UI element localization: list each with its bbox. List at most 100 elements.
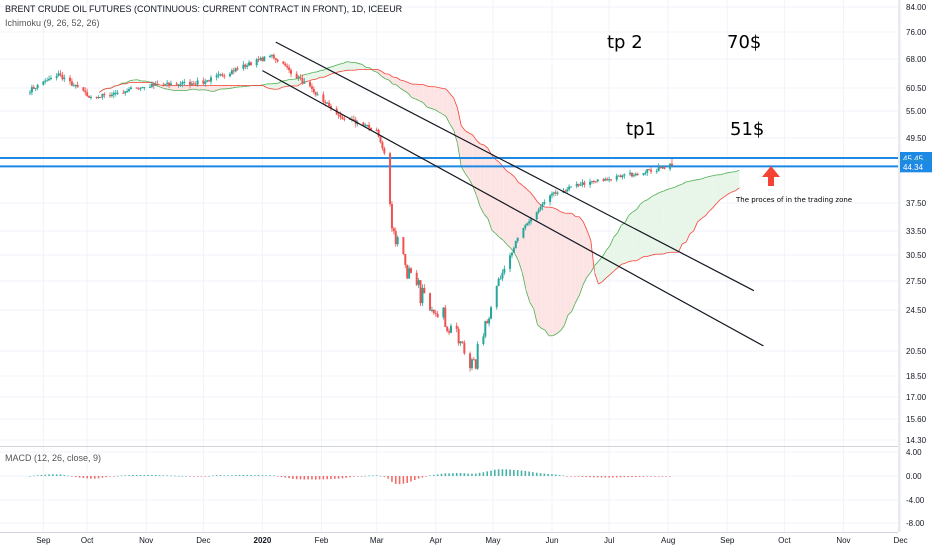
- candle-body: [499, 278, 502, 280]
- macd-bar: [196, 476, 199, 477]
- macd-bar: [204, 476, 207, 477]
- senkou-span-a: [483, 213, 489, 219]
- trend-channel[interactable]: [262, 41, 764, 347]
- indicator-label[interactable]: Ichimoku (9, 26, 52, 26): [5, 18, 100, 28]
- candle-body: [341, 117, 344, 119]
- macd-bar: [467, 473, 469, 476]
- senkou-span-b: [468, 132, 473, 136]
- senkou-span-b: [442, 87, 447, 90]
- candle-body: [488, 318, 491, 324]
- cloud-segment: [225, 85, 229, 89]
- senkou-span-a: [415, 98, 420, 102]
- price-tick-label: 18.50: [906, 372, 927, 381]
- senkou-span-b: [282, 86, 287, 88]
- senkou-span-a: [422, 102, 428, 108]
- macd-bar: [589, 476, 591, 478]
- macd-bar: [577, 476, 580, 477]
- tp1-label[interactable]: tp1: [626, 119, 656, 140]
- senkou-span-b: [693, 221, 698, 232]
- cloud-segment: [533, 196, 538, 325]
- candle-body: [156, 83, 159, 85]
- macd-bar: [154, 474, 157, 476]
- candle-body: [590, 181, 593, 183]
- macd-bar: [558, 475, 561, 476]
- candle-body: [604, 178, 607, 181]
- candle-body: [181, 82, 184, 85]
- candle-body: [383, 148, 386, 154]
- macd-bar: [455, 472, 458, 476]
- senkou-span-a: [674, 185, 679, 188]
- macd-label[interactable]: MACD (12, 26, close, 9): [5, 453, 102, 463]
- cloud-segment: [636, 204, 641, 261]
- cloud-segment: [312, 71, 317, 80]
- candle-body: [274, 58, 277, 60]
- candle-body: [644, 172, 647, 174]
- candle-body: [244, 64, 247, 67]
- macd-bar: [48, 474, 50, 476]
- cloud-segment: [628, 211, 633, 262]
- macd-bar: [116, 475, 119, 477]
- senkou-span-a: [525, 290, 531, 303]
- candle-body: [516, 237, 519, 242]
- candle-body: [408, 268, 411, 279]
- candle-body: [461, 341, 464, 343]
- candle-body: [436, 313, 439, 318]
- candle-body: [592, 181, 595, 183]
- senkou-span-a: [305, 73, 309, 75]
- senkou-span-b: [114, 84, 119, 87]
- candle-body: [149, 86, 152, 88]
- senkou-span-a: [571, 302, 576, 312]
- macd-bar: [440, 473, 443, 476]
- senkou-span-a: [514, 253, 519, 262]
- macd-bar: [490, 470, 492, 476]
- candle-body: [152, 83, 155, 86]
- candle-body: [263, 56, 266, 62]
- senkou-span-a: [563, 314, 569, 326]
- cloud-segment: [720, 173, 725, 200]
- senkou-span-a: [686, 180, 690, 183]
- macd-bar: [113, 476, 115, 477]
- senkou-span-a: [659, 190, 664, 193]
- senkou-span-a: [727, 171, 732, 174]
- senkou-span-a: [689, 179, 694, 182]
- cloud-segment: [202, 85, 207, 91]
- time-tick-label: Nov: [139, 536, 153, 545]
- horizontal-levels[interactable]: [0, 157, 898, 168]
- candle-body: [490, 307, 493, 319]
- senkou-span-a: [217, 88, 222, 91]
- senkou-span-b: [445, 88, 451, 94]
- senkou-span-a: [594, 261, 599, 266]
- senkou-span-b: [476, 140, 481, 145]
- candle-body: [530, 219, 533, 222]
- candle-body: [621, 175, 624, 178]
- time-tick-label: Sep: [720, 536, 735, 545]
- senkou-span-a: [521, 272, 527, 291]
- cloud-segment: [514, 176, 519, 261]
- tp2-value[interactable]: 70$: [727, 32, 762, 53]
- cloud-segment: [430, 86, 435, 110]
- candle-body: [602, 179, 605, 181]
- trading-zone-note[interactable]: The proces of in the trading zone: [736, 196, 853, 204]
- candle-body: [670, 163, 673, 166]
- candle-body: [312, 88, 315, 93]
- tp2-label[interactable]: tp 2: [607, 32, 643, 53]
- price-tick-label: 33.50: [906, 227, 927, 236]
- cloud-segment: [392, 77, 397, 85]
- macd-bar: [29, 476, 31, 477]
- macd-bar: [448, 473, 450, 476]
- cloud-segment: [442, 88, 447, 117]
- cloud-segment: [308, 72, 313, 81]
- macd-bar: [215, 475, 218, 476]
- candle-body: [450, 325, 453, 333]
- cloud-segment: [293, 78, 298, 86]
- cloud-segment: [278, 81, 283, 90]
- senkou-span-b: [601, 277, 607, 282]
- tp1-value[interactable]: 51$: [730, 119, 765, 140]
- candle-body: [429, 293, 432, 311]
- senkou-span-a: [476, 195, 481, 208]
- senkou-span-b: [731, 190, 736, 193]
- senkou-span-b: [270, 88, 275, 90]
- macd-bar: [574, 476, 576, 477]
